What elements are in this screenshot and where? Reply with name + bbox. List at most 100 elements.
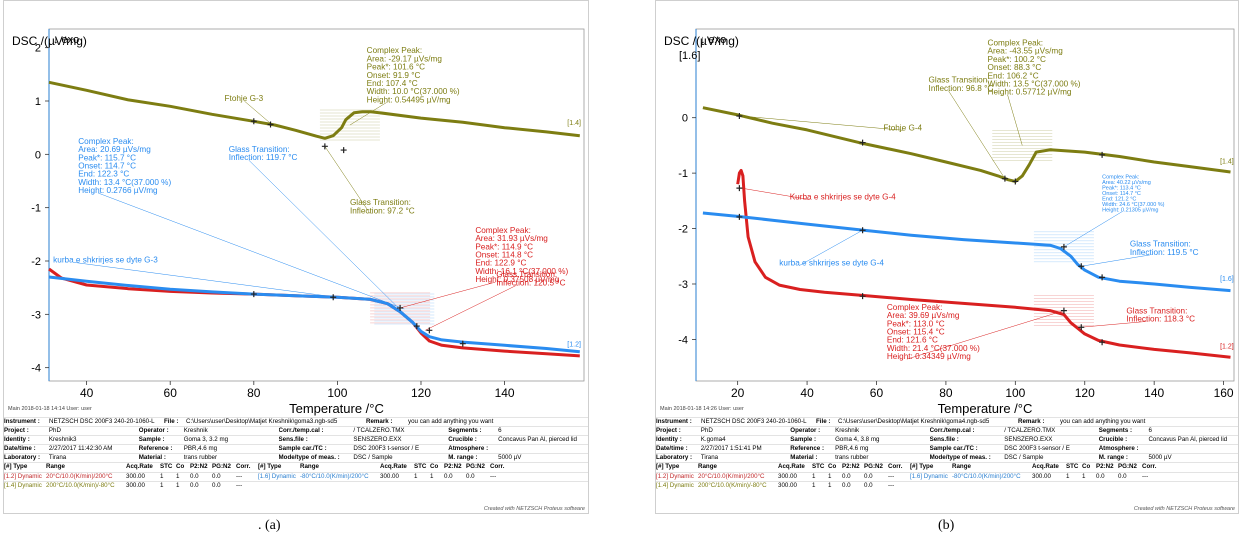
info-cell: Acq.Rate xyxy=(380,463,407,471)
annotation-text: Onset: 88.3 °C xyxy=(988,63,1042,72)
info-cell: 0.0 xyxy=(864,481,873,489)
info-cell: Project : xyxy=(656,427,681,435)
annotation-leader xyxy=(1081,321,1147,328)
marker-cross xyxy=(736,185,743,192)
x-tick-label: 140 xyxy=(1144,386,1164,400)
info-cell: 1 xyxy=(430,472,434,480)
annotation-text: Onset: 114.7 °C xyxy=(78,161,136,170)
info-cell: STC xyxy=(160,463,173,471)
info-cell: Mode/type of meas. : xyxy=(929,454,991,462)
marker-cross xyxy=(1060,243,1067,250)
info-row: Instrument : NETZSCH DSC 200F3 240-20-106… xyxy=(656,417,1238,426)
info-cell: 20°C/10.0(K/min)/200°C xyxy=(698,472,765,480)
credit-text: Created with NETZSCH Proteus software xyxy=(483,506,585,512)
info-cell: you can add anything you want xyxy=(1060,418,1146,425)
annotation-leader xyxy=(349,102,387,126)
main-stamp: Main 2018-01-18 14:26 User: user xyxy=(660,406,744,412)
info-cell: M. range : xyxy=(1098,454,1128,462)
y-tick-label: 0 xyxy=(35,149,41,161)
marker-cross xyxy=(1001,175,1008,182)
info-cell: Remark : xyxy=(366,418,393,425)
info-cell: Sample car./TC : xyxy=(278,445,327,453)
info-row: [1.4] Dynamic 200°C/10.0(K/min)/-80°C 300.… xyxy=(4,480,588,490)
info-cell: Sample : xyxy=(790,436,817,444)
info-cell: --- xyxy=(888,481,895,489)
info-cell xyxy=(1032,482,1066,490)
info-cell: 300.00 xyxy=(380,472,399,480)
x-tick-label: 60 xyxy=(870,386,884,400)
plot-area xyxy=(695,28,1235,382)
x-tick-label: 120 xyxy=(411,386,431,400)
info-cell: Material : xyxy=(790,454,818,462)
plot-area xyxy=(48,28,585,382)
marker-cross xyxy=(413,323,420,330)
info-cell: 0.0 xyxy=(1096,472,1105,480)
info-cell: Corr. xyxy=(1142,463,1157,471)
annotation-leader xyxy=(1063,211,1123,248)
info-cell xyxy=(952,482,1032,490)
info-cell: -80°C/10.0(K/min)/200°C xyxy=(300,472,369,480)
info-cell: Mode/type of meas. : xyxy=(278,454,340,462)
series-line-1.4 xyxy=(702,106,1231,183)
info-cell: Concavus Pan Al, pierced lid xyxy=(1148,436,1228,444)
marker-cross xyxy=(1099,339,1106,346)
annotation-text: Inflection: 120.5 °C xyxy=(496,278,565,287)
exo-label: ↓ exo xyxy=(53,34,79,46)
info-row: Project : PhD Operator : Kreshnik Corr./temp… xyxy=(4,426,588,435)
y-axis-label: DSC /(µV/mg) xyxy=(664,34,739,48)
info-cell xyxy=(380,482,414,490)
x-tick-label: 80 xyxy=(247,386,261,400)
main-stamp: Main 2018-01-18 14:14 User: user xyxy=(8,406,92,412)
info-cell: 1 xyxy=(828,481,832,489)
info-cell xyxy=(498,445,588,453)
annotation-text: Height: 0.34349 µV/mg xyxy=(887,352,971,361)
info-cell: [#] Type xyxy=(258,463,282,471)
info-cell: Identity : xyxy=(656,436,682,444)
annotation-text: Area: -43.55 µVs/mg xyxy=(988,47,1064,56)
marker-cross xyxy=(1099,151,1106,158)
info-cell: 5000 µV xyxy=(498,454,522,462)
info-cell: Material : xyxy=(138,454,166,462)
annotation-text: Glass Transition: xyxy=(496,270,557,279)
info-cell: Sample : xyxy=(138,436,165,444)
info-cell: Range xyxy=(46,463,65,471)
info-cell: NETZSCH DSC 200F3 240-20-1060-L xyxy=(701,418,807,425)
info-cell: --- xyxy=(236,481,243,489)
annotation-text: Complex Peak: xyxy=(887,303,943,312)
info-cell: SENSZERO.EXX xyxy=(353,436,402,444)
annotation-text: Peak*: 100.2 °C xyxy=(988,55,1046,64)
info-cell xyxy=(430,482,444,490)
measurement-info-table: Instrument : NETZSCH DSC 200F3 240-20-106… xyxy=(4,417,588,490)
info-cell: 0.0 xyxy=(1118,472,1127,480)
info-cell: [#] Type xyxy=(4,463,28,471)
info-cell: 300.00 xyxy=(778,472,797,480)
info-cell: Laboratory : xyxy=(4,454,41,462)
info-cell: 200°C/10.0(K/min)/-80°C xyxy=(46,481,115,489)
info-cell: 300.00 xyxy=(126,472,145,480)
info-cell: Concavus Pan Al, pierced lid xyxy=(498,436,577,444)
info-cell: [1.2] Dynamic xyxy=(4,472,42,480)
info-cell: Instrument : xyxy=(656,418,692,425)
info-cell: --- xyxy=(490,472,497,480)
y-tick-label: -4 xyxy=(31,363,41,375)
info-cell: Sens.file : xyxy=(278,436,308,444)
marker-cross xyxy=(250,291,257,298)
marker-cross xyxy=(859,139,866,146)
x-tick-label: 120 xyxy=(1075,386,1095,400)
info-cell: File : xyxy=(164,418,179,425)
info-cell: Project : xyxy=(4,427,29,435)
info-cell: -80°C/10.0(K/min)/200°C xyxy=(952,472,1021,480)
info-cell: --- xyxy=(888,472,895,480)
y-tick-label: -4 xyxy=(678,334,688,346)
marker-cross xyxy=(1078,324,1085,331)
info-cell: 0.0 xyxy=(212,481,221,489)
info-cell xyxy=(1096,482,1118,490)
info-cell: PG:N2 xyxy=(466,463,485,471)
info-cell xyxy=(444,482,466,490)
annotation-text: Ftohje G-4 xyxy=(883,123,922,132)
info-cell: [1.6] Dynamic xyxy=(258,472,296,480)
info-cell xyxy=(910,482,952,490)
y-tick-label: 1 xyxy=(35,96,41,108)
annotation-text: Height: 0.54495 µV/mg xyxy=(367,95,451,104)
